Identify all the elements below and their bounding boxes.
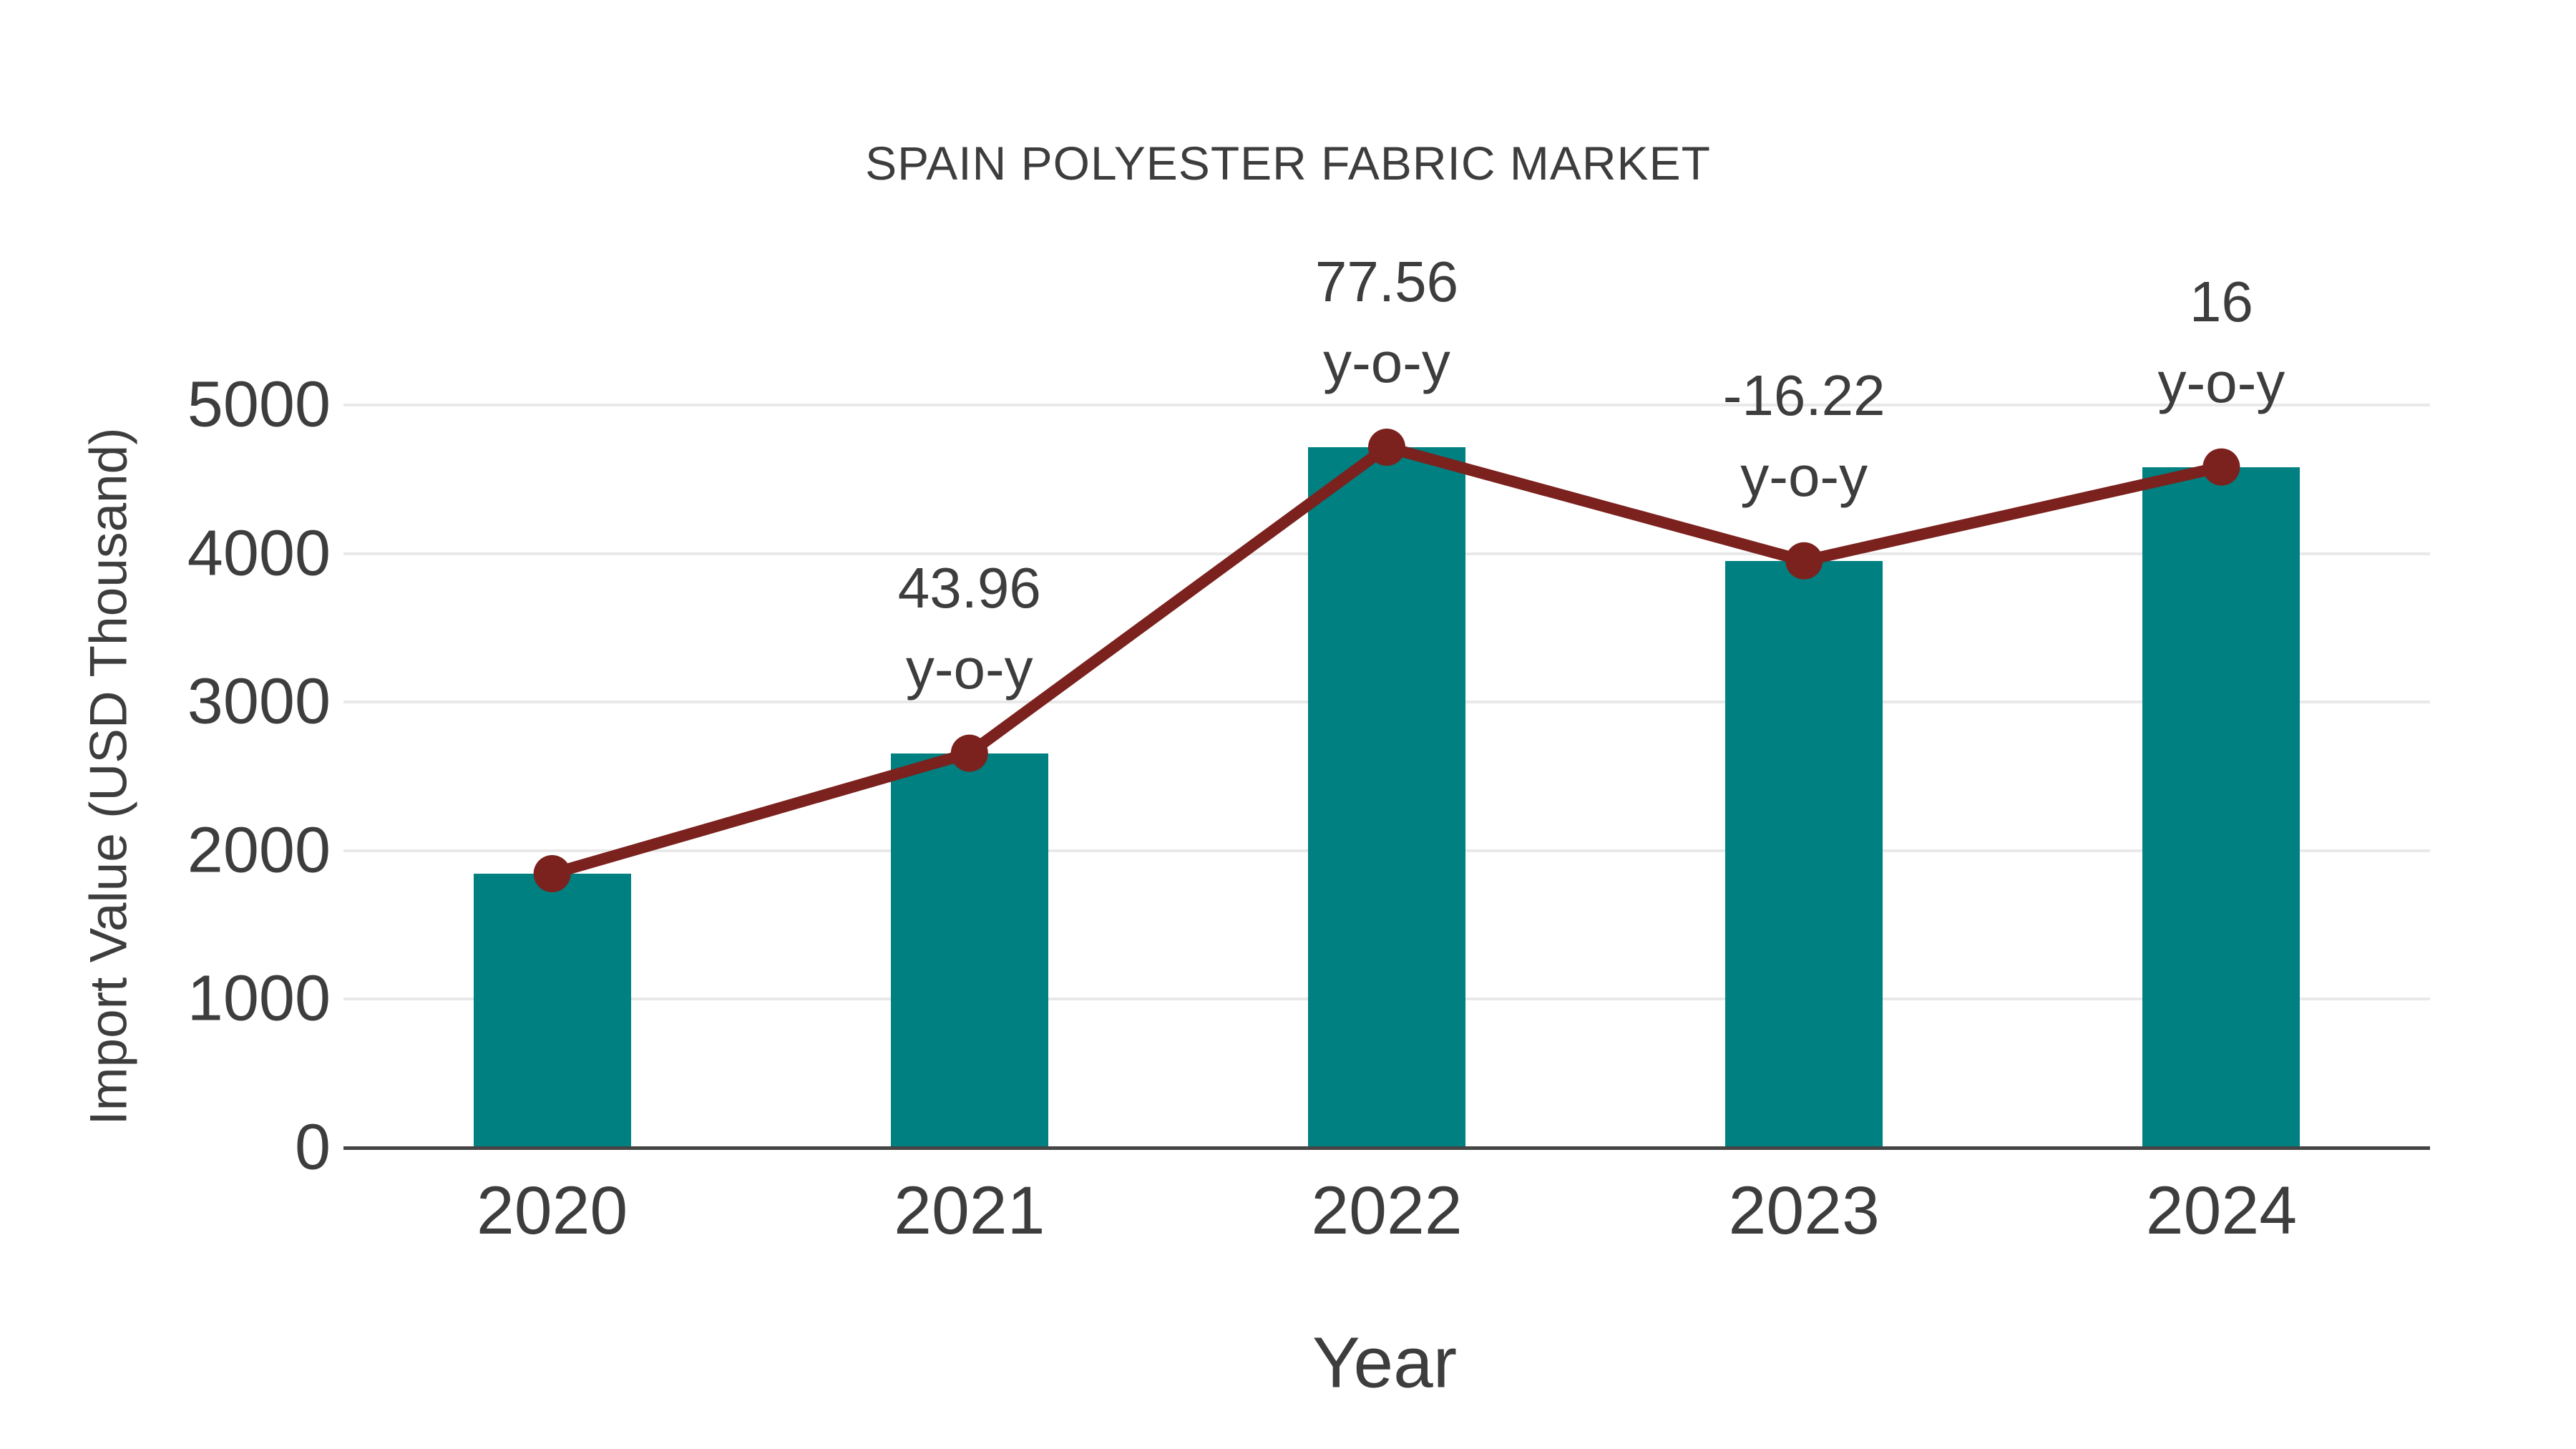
bar-2021 xyxy=(890,753,1048,1148)
y-tick-label-0: 0 xyxy=(294,1111,331,1184)
yoy-suffix: y-o-y xyxy=(1323,330,1450,394)
bar-2023 xyxy=(1725,560,1883,1148)
data-point-marker-2021 xyxy=(950,734,988,772)
data-point-marker-2022 xyxy=(1368,428,1405,466)
yoy-value: 77.56 xyxy=(1314,249,1459,313)
yoy-annotation-2024: 16 y-o-y xyxy=(2158,261,2285,423)
yoy-suffix: y-o-y xyxy=(2157,350,2285,414)
y-tick-label-3000: 3000 xyxy=(187,665,331,738)
yoy-value: 43.96 xyxy=(897,555,1041,620)
x-tick-label-2022: 2022 xyxy=(1311,1173,1463,1249)
y-tick-label-1000: 1000 xyxy=(187,962,331,1035)
x-tick-label-2024: 2024 xyxy=(2145,1173,2298,1249)
gridline-5000 xyxy=(343,404,2430,406)
yoy-value: -16.22 xyxy=(1722,363,1885,427)
x-axis-title: Year xyxy=(1312,1322,1458,1403)
y-tick-label-5000: 5000 xyxy=(187,369,331,441)
yoy-suffix: y-o-y xyxy=(905,636,1033,701)
yoy-value: 16 xyxy=(2189,269,2253,333)
bar-2022 xyxy=(1308,447,1465,1148)
x-tick-label-2021: 2021 xyxy=(894,1173,1045,1249)
trend-line xyxy=(546,441,2228,879)
data-point-marker-2020 xyxy=(533,854,571,892)
data-point-marker-2024 xyxy=(2202,448,2240,486)
x-tick-label-2020: 2020 xyxy=(476,1173,628,1249)
yoy-annotation-2021: 43.96 y-o-y xyxy=(898,547,1041,709)
data-point-marker-2023 xyxy=(1785,542,1823,580)
yoy-annotation-2022: 77.56 y-o-y xyxy=(1315,241,1458,403)
y-tick-label-4000: 4000 xyxy=(187,517,331,590)
yoy-suffix: y-o-y xyxy=(1740,444,1868,508)
bar-2020 xyxy=(473,873,631,1148)
yoy-annotation-2023: -16.22 y-o-y xyxy=(1723,355,1885,517)
x-axis-line xyxy=(343,1146,2430,1150)
x-tick-label-2023: 2023 xyxy=(1728,1173,1880,1249)
chart-title: SPAIN POLYESTER FABRIC MARKET xyxy=(865,137,1711,190)
y-tick-label-2000: 2000 xyxy=(187,814,331,887)
bar-2024 xyxy=(2142,467,2301,1148)
